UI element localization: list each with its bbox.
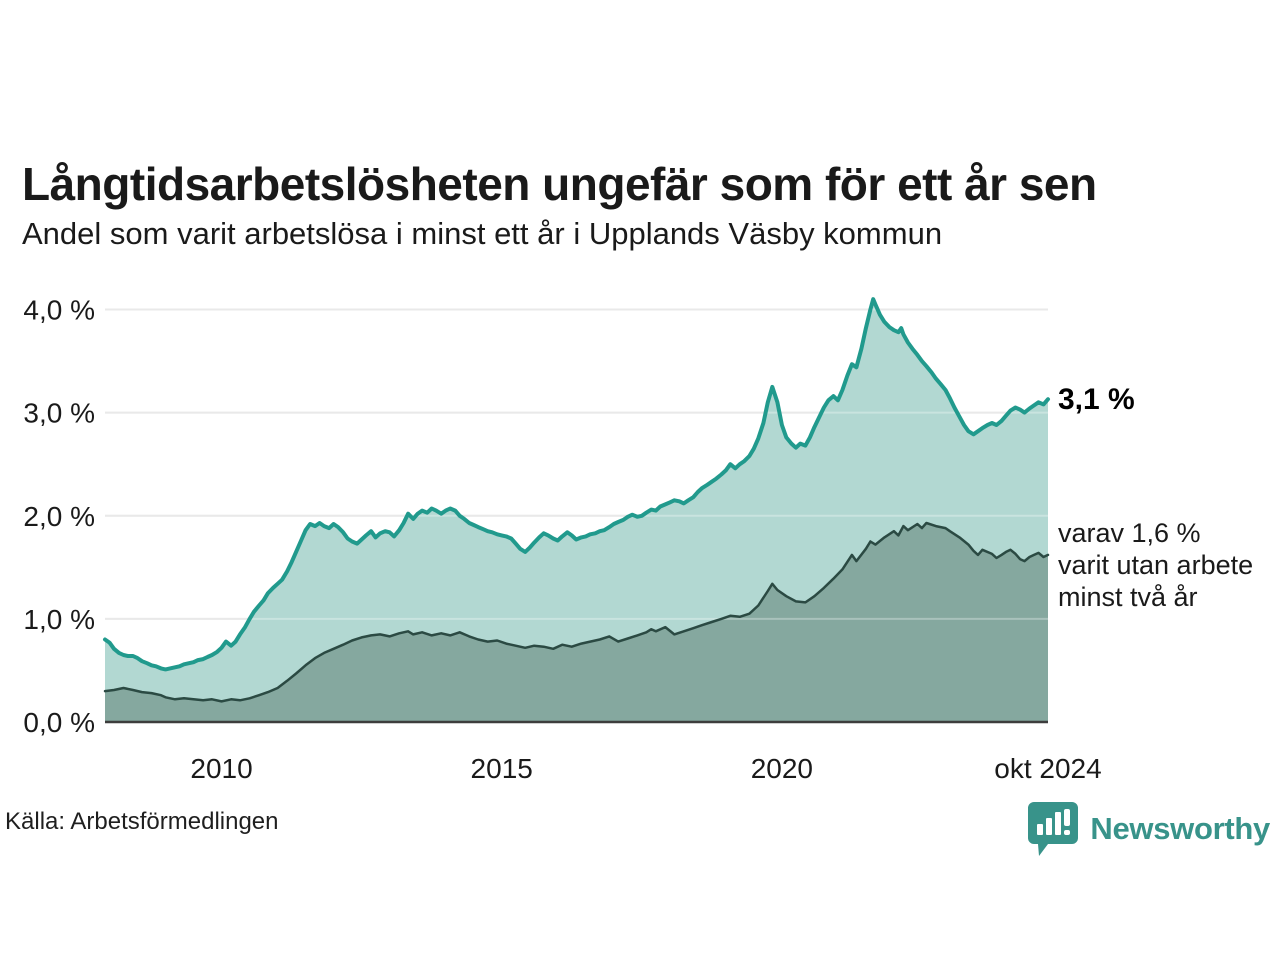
y-tick-label: 3,0 % [23,398,95,429]
series-lines [103,297,1050,703]
page-title: Långtidsarbetslösheten ungefär som för e… [22,157,1097,210]
y-tick-label: 2,0 % [23,501,95,532]
x-tick-label: okt 2024 [994,753,1101,784]
gridlines-over [105,308,1048,620]
bar-chart-speech-bubble-icon [1028,802,1079,856]
brand-name: Newsworthy [1090,811,1270,846]
y-tick-label: 4,0 % [23,295,95,326]
y-axis-tick-labels: 0,0 % 1,0 % 2,0 % 3,0 % 4,0 % [23,295,95,738]
x-tick-label: 2020 [751,753,813,784]
y-tick-label: 0,0 % [23,707,95,738]
series-end-label-total: 3,1 % [1058,383,1135,416]
area-fills [105,299,1048,722]
x-tick-label: 2010 [190,753,252,784]
series-end-label-subset: varav 1,6 % varit utan arbete minst två … [1058,518,1253,614]
x-axis-tick-labels: 2010 2015 2020 okt 2024 [190,753,1101,784]
x-tick-label: 2015 [471,753,533,784]
subset-label-line-1: varav 1,6 % [1058,518,1201,548]
subset-label-line-3: minst två år [1058,581,1198,612]
chart-subtitle: Andel som varit arbetslösa i minst ett å… [22,216,943,251]
subset-label-line-2: varit utan arbete [1058,549,1254,580]
newsworthy-logo: Newsworthy [1026,800,1270,858]
source-credit: Källa: Arbetsförmedlingen [5,808,279,835]
y-tick-label: 1,0 % [23,604,95,635]
